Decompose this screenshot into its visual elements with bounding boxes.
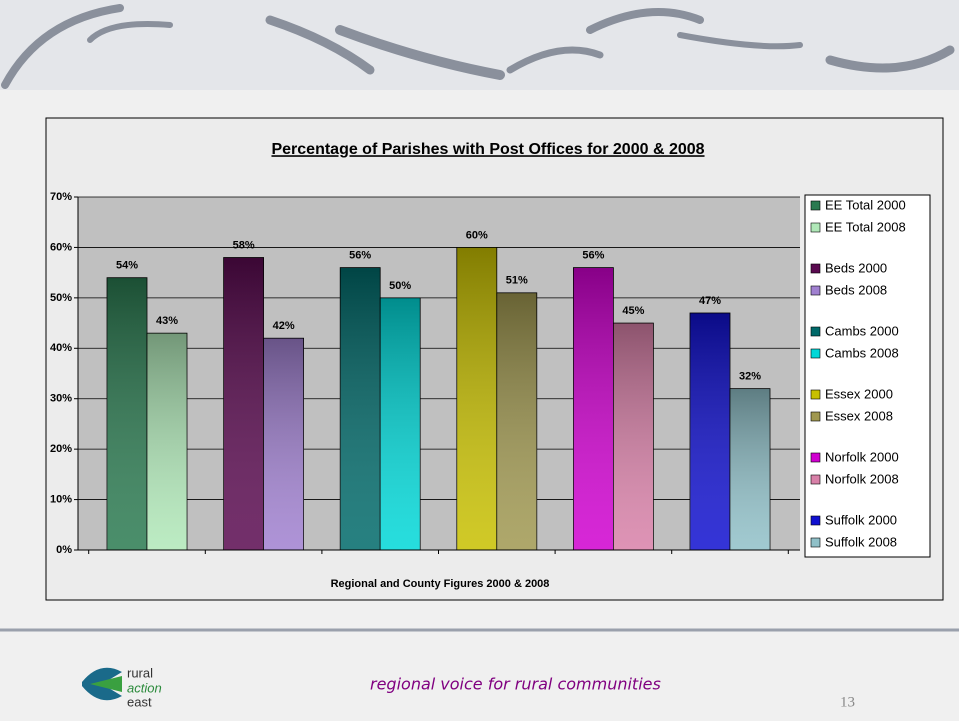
bar-shade: [340, 267, 381, 550]
legend-swatch: [810, 285, 821, 296]
data-label: 43%: [156, 315, 178, 327]
legend-label: Norfolk 2000: [825, 449, 899, 464]
bar-shade: [456, 247, 497, 550]
bar-shade: [573, 267, 614, 550]
page-number: 13: [840, 694, 855, 710]
bar-shade: [380, 297, 421, 550]
y-tick-label: 60%: [50, 241, 72, 253]
legend-swatch: [810, 263, 821, 274]
logo-text: action: [127, 680, 162, 695]
plot-area: [78, 197, 800, 550]
data-label: 42%: [273, 320, 295, 332]
legend-label: Essex 2000: [825, 386, 893, 401]
legend-label: Beds 2008: [825, 282, 887, 297]
data-label: 50%: [389, 280, 411, 292]
logo-text: rural: [127, 665, 153, 680]
data-label: 58%: [233, 239, 255, 251]
bar-shade: [263, 338, 304, 550]
data-label: 32%: [739, 371, 761, 383]
legend-swatch: [810, 389, 821, 400]
legend-swatch: [810, 222, 821, 233]
legend-label: Beds 2000: [825, 260, 887, 275]
legend-swatch: [810, 411, 821, 422]
x-axis-label: Regional and County Figures 2000 & 2008: [331, 578, 550, 590]
legend-label: Cambs 2008: [825, 345, 899, 360]
bar-shade: [107, 277, 147, 550]
data-label: 45%: [622, 305, 644, 317]
bar-shade: [730, 388, 770, 550]
y-tick-label: 30%: [50, 393, 72, 405]
y-tick-label: 40%: [50, 342, 72, 354]
tagline: regional voice for rural communities: [370, 675, 661, 694]
data-label: 47%: [699, 295, 721, 307]
bar-shade: [223, 257, 264, 550]
legend-label: EE Total 2008: [825, 219, 906, 234]
legend-label: Cambs 2000: [825, 323, 899, 338]
legend-swatch: [810, 200, 821, 211]
legend-label: Norfolk 2008: [825, 471, 899, 486]
legend-label: Suffolk 2008: [825, 534, 897, 549]
y-tick-label: 20%: [50, 443, 72, 455]
header-band: [0, 0, 959, 90]
legend-swatch: [810, 452, 821, 463]
logo-text: east: [127, 694, 152, 709]
data-label: 54%: [116, 260, 138, 272]
data-label: 60%: [466, 229, 488, 241]
y-tick-label: 10%: [50, 493, 72, 505]
chart-title: Percentage of Parishes with Post Offices…: [271, 141, 704, 158]
y-tick-label: 70%: [50, 191, 72, 203]
y-tick-label: 0%: [56, 544, 72, 556]
logo-mark-accent: [90, 676, 122, 692]
data-label: 51%: [506, 275, 528, 287]
legend-swatch: [810, 537, 821, 548]
data-label: 56%: [349, 250, 371, 262]
legend-label: EE Total 2000: [825, 197, 906, 212]
y-tick-label: 50%: [50, 292, 72, 304]
legend-swatch: [810, 326, 821, 337]
legend-swatch: [810, 515, 821, 526]
bar-shade: [690, 312, 730, 550]
legend-label: Suffolk 2000: [825, 512, 897, 527]
bar-shade: [147, 333, 187, 550]
legend-swatch: [810, 348, 821, 359]
legend-box: [804, 194, 931, 558]
decoration: [1, 4, 955, 89]
legend-label: Essex 2008: [825, 408, 893, 423]
data-label: 56%: [582, 250, 604, 262]
bar-shade: [613, 323, 654, 550]
legend-swatch: [810, 474, 821, 485]
bar-shade: [496, 292, 537, 550]
